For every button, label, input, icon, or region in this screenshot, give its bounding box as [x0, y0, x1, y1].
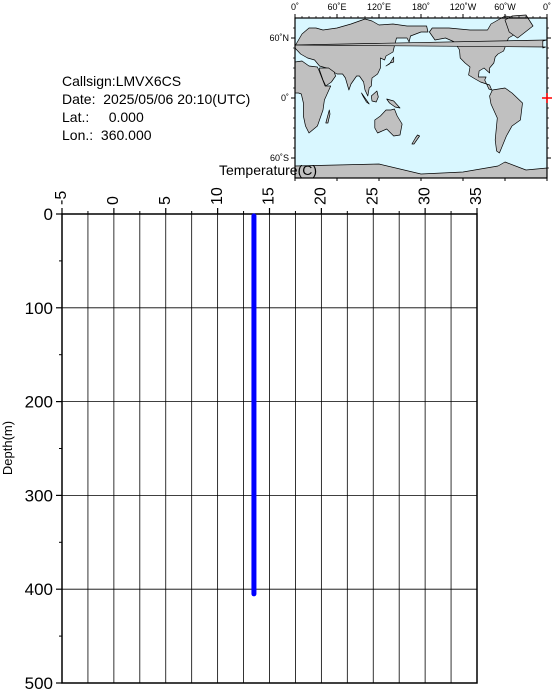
plot-frame	[61, 213, 478, 684]
y-tick-label: 500	[25, 674, 53, 690]
uk-shape	[294, 39, 547, 49]
lat-row: Lat.: 0.000	[62, 108, 250, 126]
station-info: Callsign:LMVX6CS Date: 2025/05/06 20:10(…	[62, 72, 250, 144]
nz-shape	[411, 134, 420, 145]
y-tick-label: 300	[25, 486, 53, 505]
callsign-value: LMVX6CS	[115, 73, 182, 89]
eurasia-shape	[294, 18, 429, 97]
sumatra-shape	[361, 92, 370, 105]
lat-value: 0.000	[108, 109, 144, 125]
africa-shape	[294, 60, 332, 134]
x-tick-label: -5	[53, 191, 70, 205]
borneo-shape	[370, 90, 379, 103]
australia-shape	[374, 108, 403, 137]
y-tick-label: 100	[25, 299, 53, 318]
y-tick-label: 400	[25, 580, 53, 599]
lat-label: Lat.:	[62, 109, 90, 125]
new-guinea-shape	[386, 98, 401, 109]
lon-row: Lon.: 360.000	[62, 126, 250, 144]
lon-label: Lon.:	[62, 127, 94, 143]
date-row: Date: 2025/05/06 20:10(UTC)	[62, 90, 250, 108]
x-tick-label: 5	[157, 196, 174, 205]
map-lon-label: 0˚	[543, 2, 551, 12]
y-tick-label: 0	[44, 205, 53, 224]
map-layer: 0˚ 60˚E 120˚E 180˚ 120˚W 60˚W 0˚ 60˚N 0˚ 60˚S	[269, 2, 552, 181]
callsign-row: Callsign:LMVX6CS	[62, 72, 250, 90]
map-lon-label: 60˚W	[494, 2, 516, 12]
lon-value: 360.000	[100, 127, 152, 143]
date-label: Date:	[62, 91, 96, 107]
world-map: 0˚ 60˚E 120˚E 180˚ 120˚W 60˚W 0˚ 60˚N 0˚ 60˚S	[269, 2, 552, 181]
madagascar-shape	[325, 109, 331, 124]
north-america-shape	[429, 15, 527, 91]
map-lat-label: 60˚N	[269, 33, 289, 43]
map-lon-label: 0˚	[291, 2, 299, 12]
y-axis-label: Depth(m)	[0, 421, 15, 475]
map-lon-label: 60˚E	[327, 2, 346, 12]
map-lon-label: 180˚	[412, 2, 430, 12]
map-lat-label: 0˚	[281, 93, 289, 103]
japan-shape	[385, 56, 395, 67]
south-america-shape	[489, 87, 523, 154]
callsign-label: Callsign:	[62, 73, 116, 89]
map-lon-label: 120˚E	[367, 2, 391, 12]
map-lon-label: 120˚W	[450, 2, 477, 12]
map-lat-label: 60˚S	[270, 153, 289, 163]
x-tick-label: 0	[105, 196, 122, 205]
date-value: 2025/05/06 20:10(UTC)	[103, 91, 251, 107]
y-tick-label: 200	[25, 393, 53, 412]
arabia-shape	[319, 67, 336, 87]
